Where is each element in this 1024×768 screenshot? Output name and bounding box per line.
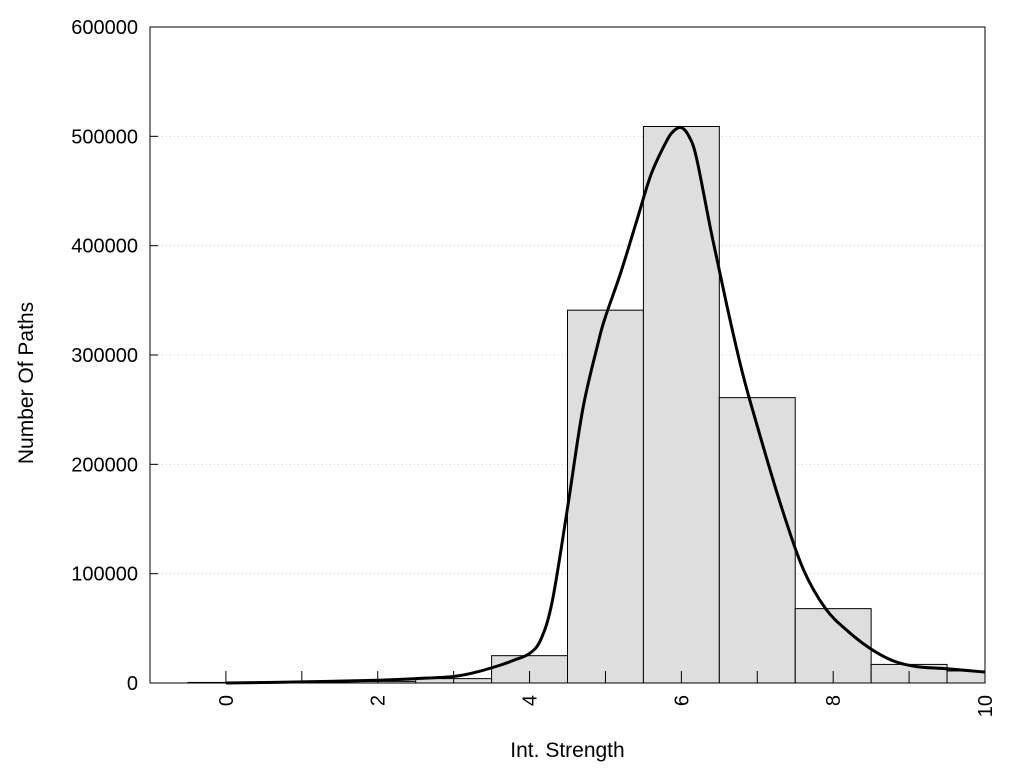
histogram-bar — [567, 309, 644, 684]
histogram-bar — [718, 397, 796, 684]
histogram-bar — [794, 608, 872, 684]
x-tick-label: 10 — [975, 695, 997, 717]
x-tick-label: 4 — [520, 695, 542, 706]
y-tick-label: 100000 — [71, 564, 138, 586]
x-axis-title: Int. Strength — [510, 739, 624, 762]
y-tick-label: 400000 — [71, 236, 138, 258]
x-axis-ticks: 0 2 4 6 8 10 — [216, 671, 997, 717]
y-tick-label: 200000 — [71, 454, 138, 476]
y-tick-label: 300000 — [71, 345, 138, 367]
y-axis-ticks: 0 100000 200000 300000 400000 500000 600000 — [71, 17, 158, 695]
density-curve — [225, 125, 986, 685]
x-tick-label: 2 — [368, 695, 390, 706]
x-tick-label: 0 — [216, 695, 238, 706]
histogram-bars — [187, 125, 986, 684]
histogram-bar — [642, 125, 720, 684]
y-tick-label: 500000 — [71, 126, 138, 148]
density-curve-group — [225, 125, 986, 685]
x-tick-label: 8 — [823, 695, 845, 706]
x-tick-label: 6 — [671, 695, 693, 706]
y-tick-label: 0 — [127, 673, 138, 695]
y-axis-title: Number Of Paths — [15, 302, 38, 464]
y-tick-label: 600000 — [71, 17, 138, 39]
